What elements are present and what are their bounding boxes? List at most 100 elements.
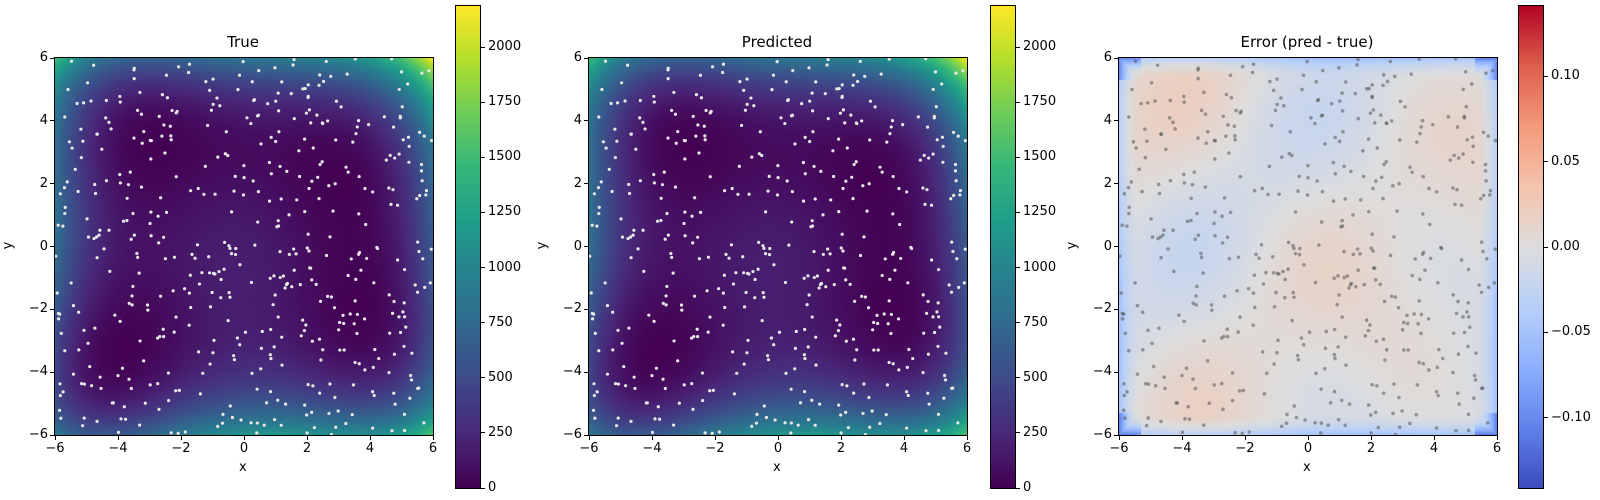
x-tick-label: 4 (899, 441, 909, 456)
sample-point (357, 212, 361, 216)
sample-point (1470, 135, 1475, 139)
sample-point (671, 271, 675, 275)
sample-point (1393, 432, 1398, 435)
y-axis-label: y (534, 241, 550, 249)
sample-point (135, 108, 140, 112)
sample-point (420, 179, 424, 183)
sample-point (1153, 383, 1158, 388)
sample-point (823, 91, 827, 96)
sample-point (925, 188, 929, 192)
sample-point (696, 235, 700, 239)
sample-point (327, 184, 331, 188)
y-tick-label: 0 (39, 238, 48, 254)
sample-point (1139, 101, 1143, 106)
sample-point (291, 63, 295, 67)
x-tick-label: −6 (1109, 441, 1129, 456)
sample-point (382, 115, 386, 119)
sample-point (1368, 413, 1373, 417)
sample-point (783, 121, 787, 126)
sample-point (1288, 129, 1293, 134)
sample-point (317, 196, 321, 201)
sample-point (1140, 310, 1145, 314)
sample-point (666, 136, 670, 140)
sample-point (138, 90, 142, 95)
x-tick-mark (966, 436, 968, 440)
sample-point (1313, 280, 1318, 285)
sample-point (593, 416, 597, 420)
sample-point (219, 296, 223, 300)
colorbar-tick-label: 750 (488, 314, 513, 330)
sample-point (86, 235, 91, 239)
sample-point (1296, 189, 1300, 193)
chart-title: True (227, 33, 259, 51)
x-tick-mark (1433, 436, 1435, 440)
sample-point (855, 79, 860, 84)
sample-point (1163, 386, 1167, 391)
sample-point (1158, 235, 1163, 239)
sample-point (840, 232, 844, 236)
sample-point (1479, 386, 1484, 391)
sample-point (706, 255, 711, 259)
colorbar-tick-mark (1016, 267, 1020, 268)
sample-point (729, 243, 734, 247)
sample-point (1159, 255, 1163, 260)
sample-point (936, 344, 940, 349)
colorbar-tick-mark (481, 322, 485, 324)
colorbar-tick-label: 1750 (488, 94, 522, 110)
sample-point (63, 205, 67, 209)
sample-point (93, 182, 97, 187)
sample-point (317, 337, 322, 341)
sample-point (1127, 205, 1132, 210)
sample-point (208, 88, 212, 92)
sample-point (1129, 180, 1134, 184)
sample-point (170, 108, 174, 113)
sample-point (779, 116, 783, 120)
sample-point (828, 252, 832, 256)
sample-point (1121, 312, 1126, 316)
sample-point (1292, 295, 1296, 300)
sample-point (116, 430, 121, 434)
sample-point (933, 70, 938, 74)
sample-point (407, 160, 411, 164)
sample-point (415, 290, 420, 294)
sample-point (1171, 120, 1175, 125)
sample-point (239, 418, 243, 422)
sample-point (1493, 247, 1497, 252)
sample-point (638, 179, 643, 183)
sample-point (249, 280, 254, 285)
sample-point (1366, 403, 1371, 407)
sample-point (1122, 393, 1127, 398)
sample-point (613, 382, 618, 386)
sample-point (956, 421, 960, 425)
sample-point (954, 179, 958, 183)
sample-point (357, 174, 361, 179)
sample-point (1275, 77, 1279, 81)
sample-point (1183, 417, 1187, 421)
sample-point (821, 213, 825, 217)
sample-point (1319, 421, 1324, 425)
y-tick-mark (584, 246, 588, 247)
sample-point (762, 246, 766, 250)
sample-point (193, 256, 197, 260)
sample-point (324, 59, 328, 64)
sample-point (160, 134, 164, 138)
sample-point (669, 251, 673, 256)
x-tick-mark (1244, 436, 1246, 440)
sample-point (59, 331, 63, 335)
sample-point (1369, 246, 1374, 250)
sample-point (1471, 160, 1475, 165)
sample-point (1180, 430, 1185, 435)
sample-point (1417, 58, 1422, 61)
colorbar-tick-label: 250 (1023, 424, 1048, 440)
sample-point (785, 179, 789, 183)
sample-point (1277, 272, 1281, 276)
sample-point (616, 416, 620, 420)
sample-point (1456, 352, 1461, 357)
sample-point (1372, 121, 1377, 125)
y-tick-mark (1114, 57, 1118, 59)
sample-point (796, 423, 800, 427)
sample-point (787, 243, 791, 247)
sample-point (848, 282, 852, 286)
sample-point (338, 348, 342, 352)
sample-point (769, 336, 774, 340)
